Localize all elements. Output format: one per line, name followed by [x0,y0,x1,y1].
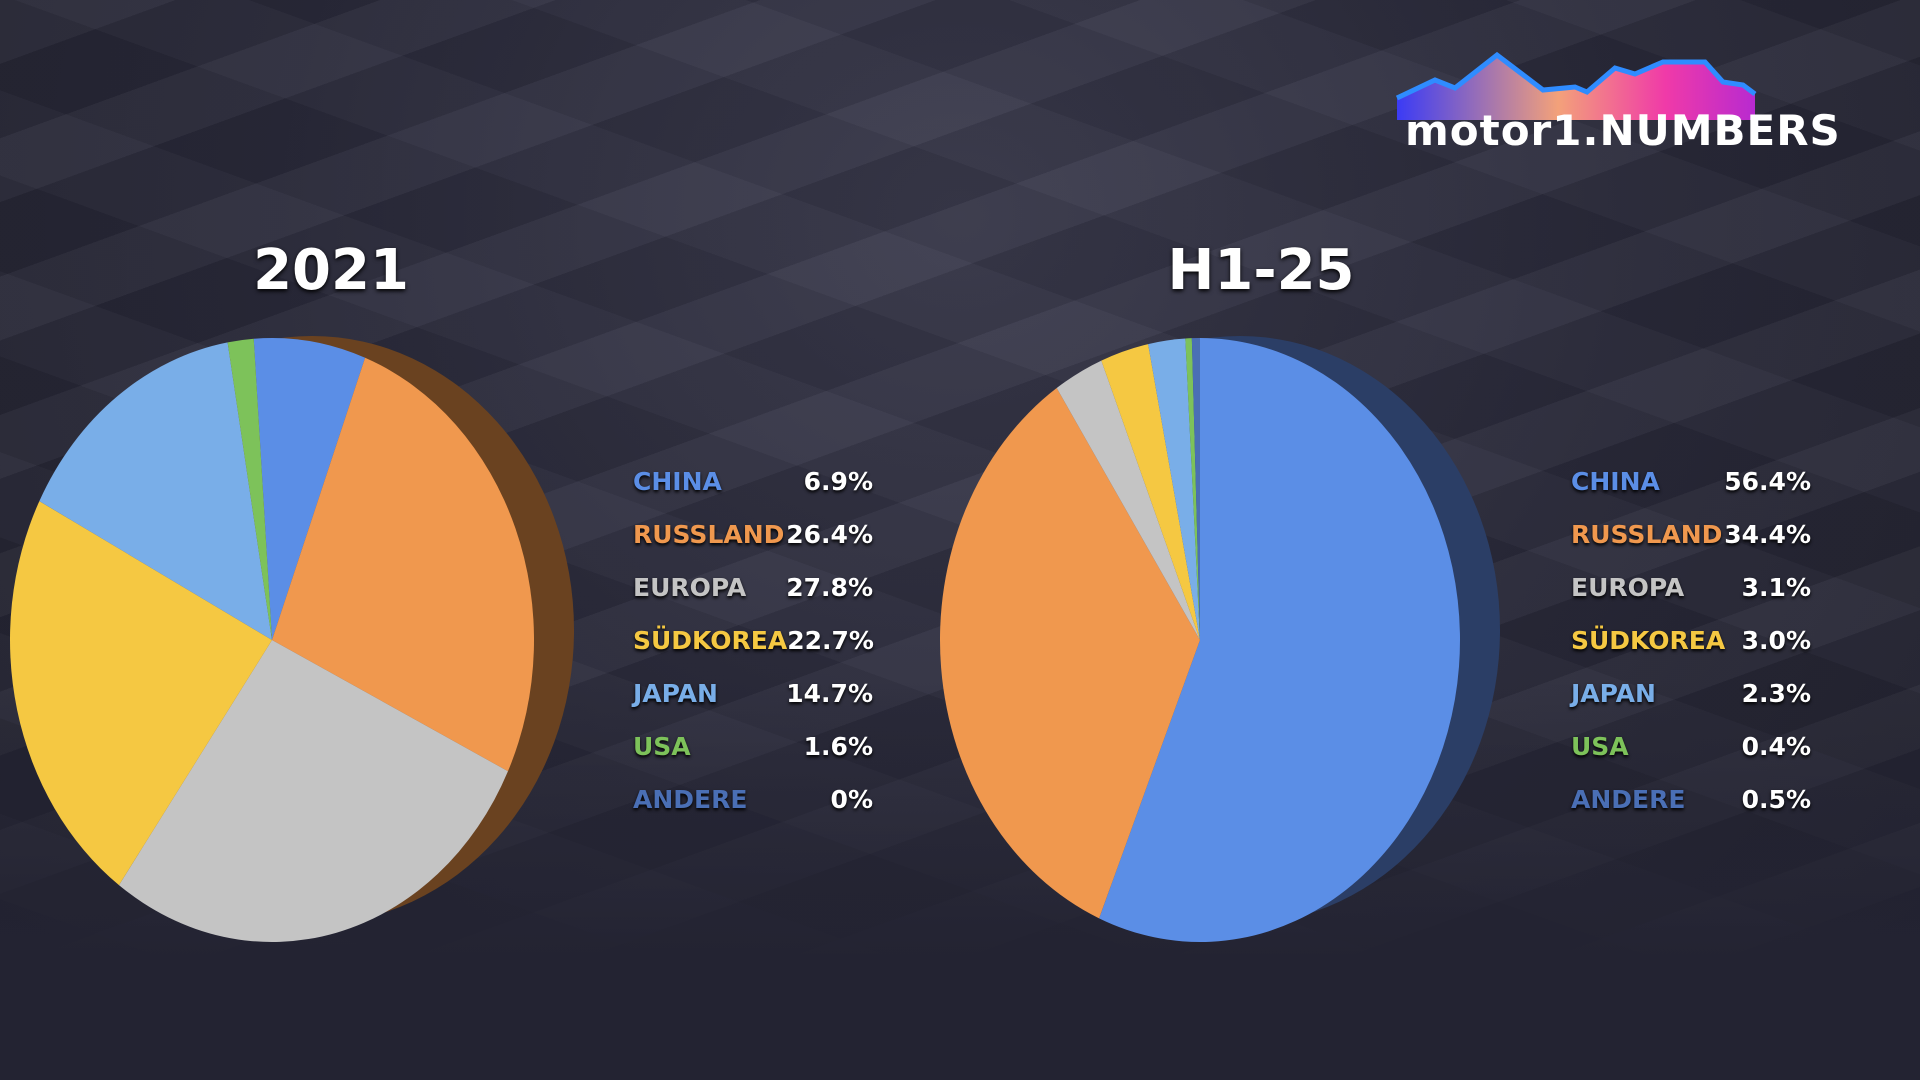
legend-value: 1.6% [803,732,873,761]
legend-value: 6.9% [803,467,873,496]
pie-slice-russland [939,388,1200,919]
pie-slice-südkorea [10,501,273,886]
pie-slice-usa [1185,338,1200,640]
legend-value: 3.1% [1741,573,1811,602]
legend-item: SÜDKOREA 3.0% [1571,614,1811,667]
legend-item: ANDERE 0% [633,773,873,826]
legend-value: 22.7% [787,626,874,655]
legend-item: RUSSLAND 34.4% [1571,508,1811,561]
legend-item: EUROPA 27.8% [633,561,873,614]
motor1-numbers-logo: motor1.NUMBERS [1395,50,1840,170]
chart-title-2021: 2021 [253,238,409,303]
legend-label: USA [633,732,691,761]
legend-label: RUSSLAND [1571,520,1723,549]
legend-value: 14.7% [786,679,873,708]
legend-value: 26.4% [786,520,873,549]
legend-label: SÜDKOREA [633,626,788,655]
legend-item: USA 1.6% [633,720,873,773]
legend-value: 2.3% [1741,679,1811,708]
legend-label: EUROPA [1571,573,1685,602]
legend-label: SÜDKOREA [1571,626,1726,655]
legend-item: RUSSLAND 26.4% [633,508,873,561]
chart-title-h1-25: H1-25 [1167,238,1355,303]
pie-slice-japan [1148,338,1200,640]
legend-value: 3.0% [1741,626,1811,655]
pie-slice-japan [39,342,272,640]
legend-item: JAPAN 14.7% [633,667,873,720]
pie-slice-usa [227,338,272,640]
legend-label: CHINA [633,467,722,496]
legend-value: 34.4% [1724,520,1811,549]
pie-slice-südkorea [1101,344,1200,640]
legend-label: ANDERE [1571,785,1686,814]
legend-2021: CHINA 6.9% RUSSLAND 26.4% EUROPA 27.8% SÜDKORE… [633,455,874,826]
legend-item: CHINA 56.4% [1571,455,1811,508]
legend-value: 0% [830,785,873,814]
pie-slice-china [1099,338,1460,942]
legend-label: ANDERE [633,785,748,814]
legend-value: 27.8% [786,573,873,602]
legend-label: EUROPA [633,573,747,602]
legend-item: EUROPA 3.1% [1571,561,1811,614]
legend-value: 56.4% [1724,467,1811,496]
pie-slice-europa [1056,360,1200,640]
legend-label: RUSSLAND [633,520,785,549]
legend-label: JAPAN [633,679,718,708]
legend-item: SÜDKOREA 22.7% [633,614,874,667]
pie-slice-andere [1191,338,1200,640]
legend-item: JAPAN 2.3% [1571,667,1811,720]
legend-value: 0.5% [1741,785,1811,814]
legend-label: USA [1571,732,1629,761]
legend-label: CHINA [1571,467,1660,496]
legend-label: JAPAN [1571,679,1656,708]
legend-value: 0.4% [1741,732,1811,761]
legend-item: ANDERE 0.5% [1571,773,1811,826]
legend-h1-25: CHINA 56.4% RUSSLAND 34.4% EUROPA 3.1% SÜDKORE… [1571,455,1811,826]
pie-slice-china [253,338,366,640]
pie-slice-europa [118,640,508,942]
pie-slice-russland [272,357,534,772]
legend-item: USA 0.4% [1571,720,1811,773]
legend-item: CHINA 6.9% [633,455,873,508]
logo-text: motor1.NUMBERS [1405,106,1841,155]
